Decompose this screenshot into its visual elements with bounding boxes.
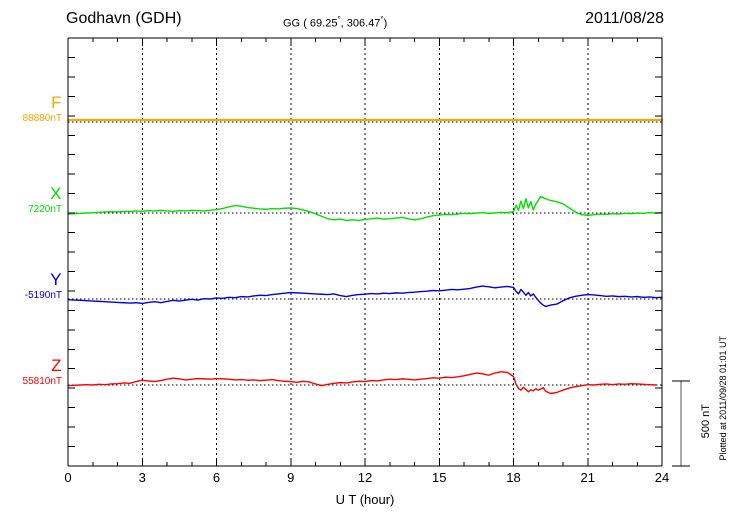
component-baseline-y: -5190nT [24, 290, 62, 301]
component-baseline-f: 88880nT [22, 113, 62, 124]
latitude-degree-symbol: ° [337, 15, 341, 24]
longitude-degree-symbol: ° [380, 15, 384, 24]
x-axis-title: U T (hour) [335, 492, 395, 507]
scale-bar-label: 500 nT [700, 404, 712, 439]
coord-open-paren: ( [303, 17, 307, 30]
plotted-timestamp: Plotted at 2011/09/28 01:01 UT [718, 336, 728, 461]
latitude-value: 69.25 [309, 17, 338, 30]
component-label-y: Y -5190nT [25, 271, 62, 301]
component-baseline-x: 7220nT [28, 204, 62, 215]
x-tick-label-24: 24 [654, 470, 670, 485]
x-tick-label-3: 3 [138, 470, 146, 485]
station-title: Godhavn (GDH) [66, 10, 182, 27]
geographic-coordinates: GG ( 69.25°, 306.47°) [283, 15, 387, 30]
x-tick-label-12: 12 [357, 470, 373, 485]
longitude-value: 306.47 [346, 17, 381, 30]
component-name-z: Z [51, 356, 62, 375]
observation-date: 2011/08/28 [585, 10, 664, 27]
x-tick-label-0: 0 [64, 470, 72, 485]
x-tick-label-9: 9 [287, 470, 295, 485]
x-tick-label-6: 6 [212, 470, 221, 485]
x-tick-label-15: 15 [432, 470, 447, 485]
component-baseline-z: 55810nT [22, 376, 62, 387]
x-tick-label-18: 18 [506, 470, 521, 485]
component-name-f: F [51, 93, 62, 112]
component-label-x: X 7220nT [28, 185, 62, 215]
coord-system-label: GG [283, 17, 301, 30]
component-label-z: Z 55810nT [23, 357, 62, 387]
component-name-y: Y [50, 270, 62, 289]
component-label-f: F 88880nT [23, 94, 62, 124]
component-name-x: X [50, 184, 62, 203]
x-tick-label-21: 21 [580, 470, 595, 485]
coord-close-paren: ) [383, 17, 388, 30]
coord-separator: , [340, 17, 347, 30]
